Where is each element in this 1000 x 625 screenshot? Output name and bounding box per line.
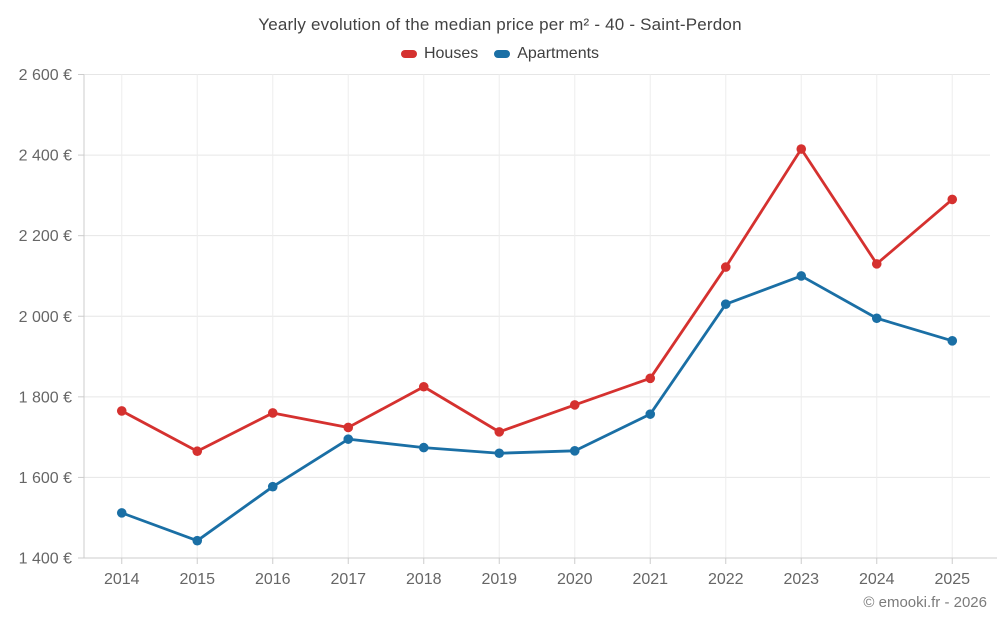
x-axis-label: 2015 [179, 571, 215, 588]
point-houses-2015[interactable] [192, 446, 203, 457]
x-axis-label: 2025 [934, 571, 970, 588]
houses-series-swatch-icon [400, 50, 417, 58]
x-axis-label: 2019 [481, 571, 517, 588]
point-houses-2014[interactable] [116, 406, 127, 416]
y-axis-label: 1 400 € [19, 551, 72, 568]
point-houses-2023[interactable] [796, 144, 807, 154]
legend: Houses Apartments [0, 45, 1000, 63]
point-apartments-2022[interactable] [720, 299, 731, 309]
point-houses-2022[interactable] [720, 262, 731, 272]
legend-item-apartments[interactable]: Apartments [494, 45, 599, 63]
point-apartments-2021[interactable] [645, 409, 656, 419]
y-axis-label: 2 200 € [19, 228, 72, 245]
grid [84, 74, 990, 559]
point-apartments-2020[interactable] [569, 446, 580, 456]
x-axis-label: 2018 [406, 571, 442, 588]
point-houses-2017[interactable] [343, 422, 354, 433]
axes: 1 400 € 1 600 € 1 800 € 2 000 € 2 200 € 2 400… [19, 67, 997, 588]
legend-label-houses: Houses [423, 45, 479, 62]
y-axis-label: 2 600 € [19, 67, 72, 84]
legend-item-houses[interactable]: Houses [400, 45, 479, 63]
x-axis-label: 2017 [330, 571, 366, 588]
point-houses-2018[interactable] [418, 381, 429, 392]
point-houses-2019[interactable] [494, 427, 505, 437]
point-apartments-2016[interactable] [267, 481, 278, 492]
y-axis-label: 1 600 € [19, 470, 72, 487]
x-axis-label: 2023 [783, 571, 819, 588]
x-axis-label: 2024 [859, 571, 895, 588]
point-apartments-2018[interactable] [418, 442, 429, 453]
credit-link[interactable]: © emooki.fr - 2026 [863, 594, 987, 611]
x-axis-label: 2021 [632, 571, 668, 588]
y-axis-label: 2 400 € [19, 148, 72, 165]
point-houses-2021[interactable] [645, 373, 656, 384]
apartments-series-swatch-icon [494, 50, 511, 58]
series-apartments-line [120, 274, 954, 543]
y-axis-label: 2 000 € [19, 309, 72, 326]
point-houses-2016[interactable] [267, 408, 278, 418]
series-houses-line [120, 147, 954, 453]
legend-label-apartments: Apartments [517, 45, 600, 62]
chart-title: Yearly evolution of the median price per… [258, 15, 742, 34]
point-houses-2020[interactable] [569, 400, 580, 410]
series [116, 144, 958, 546]
x-axis-label: 2022 [708, 571, 744, 588]
point-apartments-2023[interactable] [796, 271, 807, 281]
y-axis-label: 1 800 € [19, 389, 72, 406]
point-apartments-2014[interactable] [116, 508, 127, 518]
point-apartments-2025[interactable] [947, 336, 958, 346]
x-axis-label: 2020 [557, 571, 593, 588]
x-axis-label: 2016 [255, 571, 291, 588]
x-axis-label: 2014 [104, 571, 140, 588]
point-apartments-2015[interactable] [192, 535, 203, 546]
point-houses-2024[interactable] [871, 259, 882, 269]
point-apartments-2019[interactable] [494, 448, 505, 459]
point-houses-2025[interactable] [947, 194, 958, 205]
point-apartments-2024[interactable] [871, 313, 882, 324]
point-apartments-2017[interactable] [343, 434, 354, 444]
